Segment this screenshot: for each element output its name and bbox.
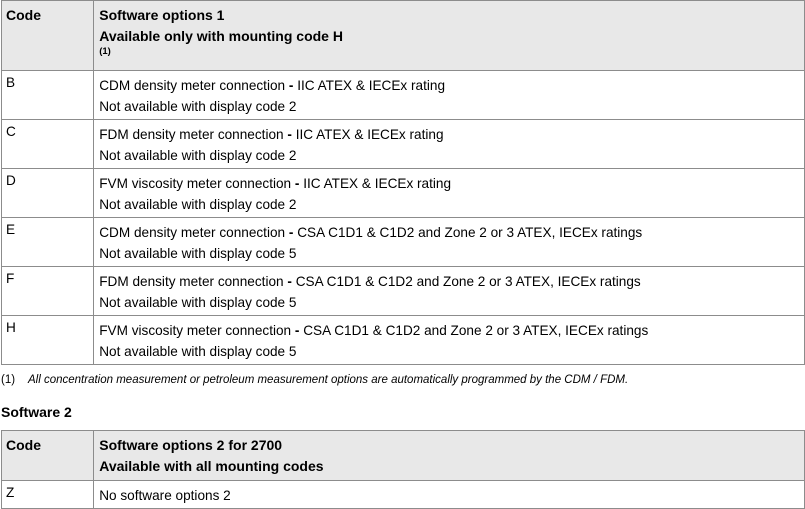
table-header-row: Code Software options 1 Available only w… bbox=[0, 0, 805, 71]
table-row: E CDM density meter connection - CSA C1D… bbox=[0, 217, 805, 267]
option-name: CDM density meter connection bbox=[99, 225, 286, 240]
option-note: Not available with display code 2 bbox=[99, 148, 297, 163]
table-header-row: Code Software options 2 for 2700 Availab… bbox=[0, 430, 805, 481]
code-column-header: Code bbox=[0, 430, 95, 481]
software-options-2-table: Code Software options 2 for 2700 Availab… bbox=[0, 430, 805, 509]
separator: - bbox=[283, 274, 296, 289]
row-code: E bbox=[0, 217, 95, 267]
table-row: C FDM density meter connection - IIC ATE… bbox=[0, 119, 805, 169]
footnote-reference: (1) bbox=[99, 46, 111, 57]
row-code: Z bbox=[0, 480, 95, 509]
options-column-header: Software options 1 Available only with m… bbox=[93, 0, 805, 71]
row-description: No software options 2 bbox=[93, 480, 805, 509]
row-description: FDM density meter connection - CSA C1D1 … bbox=[93, 266, 805, 316]
option-name: FVM viscosity meter connection bbox=[99, 176, 292, 191]
table-row: D FVM viscosity meter connection - IIC A… bbox=[0, 168, 805, 218]
row-code: C bbox=[0, 119, 95, 169]
row-code: D bbox=[0, 168, 95, 218]
option-note: Not available with display code 2 bbox=[99, 197, 297, 212]
option-rating: CSA C1D1 & C1D2 and Zone 2 or 3 ATEX, IE… bbox=[295, 274, 641, 289]
separator: - bbox=[285, 78, 298, 93]
separator: - bbox=[291, 323, 304, 338]
option-rating: IIC ATEX & IECEx rating bbox=[297, 78, 446, 93]
table-title: Software options 2 for 2700 bbox=[99, 437, 283, 453]
separator: - bbox=[291, 176, 304, 191]
row-description: CDM density meter connection - CSA C1D1 … bbox=[93, 217, 805, 267]
option-rating: CSA C1D1 & C1D2 and Zone 2 or 3 ATEX, IE… bbox=[303, 323, 649, 338]
code-column-header: Code bbox=[0, 0, 95, 71]
table-subtitle: Available with all mounting codes bbox=[99, 458, 324, 474]
options-column-header: Software options 2 for 2700 Available wi… bbox=[93, 430, 805, 481]
row-code: F bbox=[0, 266, 95, 316]
footnote-text: All concentration measurement or petrole… bbox=[28, 374, 629, 386]
option-name: FVM viscosity meter connection bbox=[99, 323, 292, 338]
option-rating: IIC ATEX & IECEx rating bbox=[303, 176, 452, 191]
row-code: H bbox=[0, 315, 95, 365]
option-note: Not available with display code 5 bbox=[99, 295, 297, 310]
separator: - bbox=[283, 127, 296, 142]
option-name: FDM density meter connection bbox=[99, 274, 284, 289]
row-description: FVM viscosity meter connection - CSA C1D… bbox=[93, 315, 805, 365]
row-description: FDM density meter connection - IIC ATEX … bbox=[93, 119, 805, 169]
separator: - bbox=[285, 225, 298, 240]
option-name: CDM density meter connection bbox=[99, 78, 286, 93]
section-heading: Software 2 bbox=[1, 404, 72, 420]
table-footnote: (1) All concentration measurement or petr… bbox=[1, 374, 628, 386]
row-description: FVM viscosity meter connection - IIC ATE… bbox=[93, 168, 805, 218]
option-rating: IIC ATEX & IECEx rating bbox=[295, 127, 444, 142]
option-rating: CSA C1D1 & C1D2 and Zone 2 or 3 ATEX, IE… bbox=[297, 225, 643, 240]
row-description: CDM density meter connection - IIC ATEX … bbox=[93, 70, 805, 120]
software-options-1-table: Code Software options 1 Available only w… bbox=[0, 0, 805, 365]
option-note: Not available with display code 2 bbox=[99, 99, 297, 114]
option-name: FDM density meter connection bbox=[99, 127, 284, 142]
table-row: Z No software options 2 bbox=[0, 480, 805, 509]
table-subtitle: Available only with mounting code H bbox=[99, 28, 343, 44]
table-title: Software options 1 bbox=[99, 7, 225, 23]
table-row: H FVM viscosity meter connection - CSA C… bbox=[0, 315, 805, 365]
footnote-number: (1) bbox=[1, 374, 16, 386]
row-code: B bbox=[0, 70, 95, 120]
table-row: B CDM density meter connection - IIC ATE… bbox=[0, 70, 805, 120]
option-note: Not available with display code 5 bbox=[99, 344, 297, 359]
table-row: F FDM density meter connection - CSA C1D… bbox=[0, 266, 805, 316]
option-note: Not available with display code 5 bbox=[99, 246, 297, 261]
